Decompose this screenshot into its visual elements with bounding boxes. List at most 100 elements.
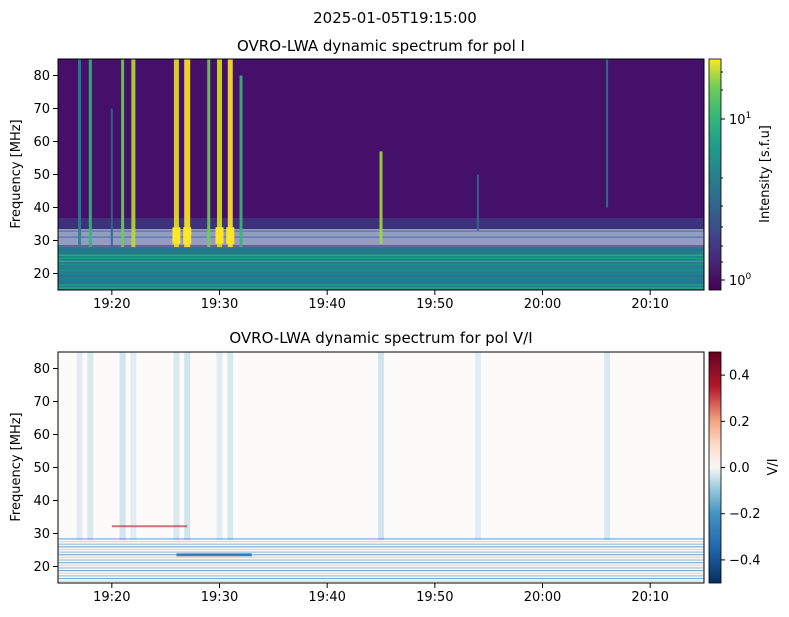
vi-band-stripe <box>58 562 704 564</box>
band-stripe <box>58 260 704 263</box>
y-tick-label: 80 <box>33 69 50 84</box>
vi-trace <box>216 352 223 541</box>
vi-trace <box>87 352 94 541</box>
vi-band-stripe <box>58 580 704 582</box>
x-tick-label: 19:50 <box>416 297 453 312</box>
y-tick-label: 30 <box>33 527 50 542</box>
colorbar-tick-label: −0.4 <box>729 553 761 568</box>
colorbar-ticks-pol-i <box>721 71 725 281</box>
burst-emissions <box>78 59 609 248</box>
y-tick-label: 50 <box>33 168 50 183</box>
x-tick-label: 19:30 <box>201 297 238 312</box>
heatmap-pol-vi <box>58 352 704 583</box>
vi-trace <box>474 352 481 541</box>
vi-negative-patch <box>176 553 252 557</box>
colorbar-label-pol-i: Intensity [s.f.u] <box>758 125 773 223</box>
burst-core <box>215 227 224 244</box>
y-tick-label: 30 <box>33 234 50 249</box>
y-tick-label: 50 <box>33 461 50 476</box>
burst-core <box>226 227 235 244</box>
burst-core <box>172 227 181 244</box>
band-stripe <box>58 263 704 265</box>
band-stripe <box>58 254 704 257</box>
vi-trace <box>130 352 137 541</box>
burst-1929 <box>207 59 211 248</box>
x-tick-label: 19:20 <box>93 590 130 605</box>
x-tick-label: 19:40 <box>308 590 345 605</box>
burst-1954 <box>476 174 479 231</box>
band-stripe <box>58 251 704 254</box>
y-tick-label: 60 <box>33 135 50 150</box>
burst-1931 <box>227 59 233 248</box>
ylabel-pol-i: Frequency [MHz] <box>9 119 24 228</box>
vi-band-stripe <box>58 564 704 566</box>
figure-suptitle: 2025-01-05T19:15:00 <box>313 9 477 27</box>
colorbar-ticks-pol-vi: 0.4 0.2 0.0 −0.2 −0.4 <box>721 369 761 568</box>
vi-band-stripe <box>58 572 704 574</box>
band-stripe <box>58 257 704 260</box>
burst-1930 <box>217 59 222 248</box>
vi-band-stripe <box>58 546 704 548</box>
colorbar-tick-label: 0.2 <box>729 415 750 430</box>
x-tick-label: 20:10 <box>631 297 668 312</box>
burst-1932 <box>239 75 243 248</box>
y-tick-label: 70 <box>33 395 50 410</box>
band-stripe <box>58 248 704 251</box>
burst-1945 <box>379 151 383 244</box>
band-stripe <box>58 266 704 268</box>
x-tick-label: 19:50 <box>416 590 453 605</box>
colorbar-label-pol-vi: V/I <box>766 458 781 475</box>
burst-1927 <box>184 59 191 248</box>
band-stripe <box>58 275 704 277</box>
vi-trace <box>119 352 126 541</box>
vi-low-band-stripes <box>58 525 704 582</box>
chart-title-pol-vi: OVRO-LWA dynamic spectrum for pol V/I <box>229 329 532 347</box>
band-stripe <box>58 287 704 289</box>
y-tick-label: 20 <box>33 560 50 575</box>
vi-band-stripe <box>58 548 704 551</box>
y-tick-label: 40 <box>33 494 50 509</box>
vi-burst-traces <box>76 352 611 541</box>
colorbar-tick-label: 0.4 <box>729 369 750 384</box>
y-tick-label: 80 <box>33 362 50 377</box>
y-axis-pol-i: 20 30 40 50 60 70 80 <box>33 69 58 282</box>
colorbar-tick-label: 0.0 <box>729 461 750 476</box>
x-tick-label: 20:00 <box>524 590 561 605</box>
band-stripe <box>58 281 704 283</box>
vi-band-stripe <box>58 556 704 558</box>
y-tick-label: 40 <box>33 201 50 216</box>
band-stripe <box>58 269 704 271</box>
band-stripe <box>58 284 704 286</box>
y-tick-label: 70 <box>33 102 50 117</box>
y-tick-label: 20 <box>33 267 50 282</box>
x-axis-pol-i: 19:20 19:30 19:40 19:50 20:00 20:10 <box>93 290 669 312</box>
y-tick-label: 60 <box>33 428 50 443</box>
burst-1917 <box>78 59 82 248</box>
panel-pol-vi: OVRO-LWA dynamic spectrum for pol V/I 19… <box>9 329 781 605</box>
vi-band-stripe <box>58 538 704 540</box>
burst-1920 <box>110 108 113 248</box>
vi-band-stripe <box>58 567 704 569</box>
vi-trace <box>184 352 191 541</box>
band-stripe <box>58 278 704 280</box>
vi-trace <box>604 352 611 541</box>
x-tick-label: 20:00 <box>524 297 561 312</box>
burst-2006 <box>606 59 609 208</box>
x-axis-pol-vi: 19:20 19:30 19:40 19:50 20:00 20:10 <box>93 583 669 605</box>
colorbar-tick-label: −0.2 <box>729 507 761 522</box>
chart-title-pol-i: OVRO-LWA dynamic spectrum for pol I <box>237 37 525 55</box>
x-tick-label: 19:40 <box>308 297 345 312</box>
vi-band-stripe <box>58 540 704 543</box>
x-tick-label: 20:10 <box>631 590 668 605</box>
x-tick-label: 19:20 <box>93 297 130 312</box>
colorbar-tick-10-1: 101 <box>729 111 751 128</box>
vi-trace <box>76 352 83 541</box>
vi-band-stripe <box>58 551 704 553</box>
vi-band-stripe <box>58 543 704 545</box>
burst-1918 <box>88 59 92 248</box>
vi-trace <box>173 352 180 541</box>
panel-pol-i: OVRO-LWA dynamic spectrum for pol I 19:2… <box>9 37 773 312</box>
band-line <box>58 245 704 248</box>
vi-positive-patch <box>111 525 188 528</box>
